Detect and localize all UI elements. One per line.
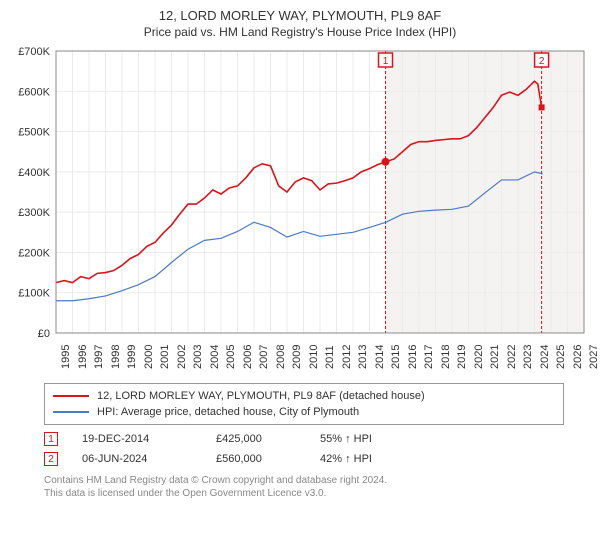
x-tick-label: 2004 bbox=[209, 345, 221, 369]
x-tick-label: 2015 bbox=[390, 345, 402, 369]
x-tick-label: 1999 bbox=[126, 345, 138, 369]
footer-line-1: Contains HM Land Registry data © Crown c… bbox=[44, 475, 592, 488]
svg-text:£700K: £700K bbox=[18, 46, 50, 58]
svg-text:£0: £0 bbox=[38, 328, 50, 340]
data-point-marker: 1 bbox=[44, 432, 58, 446]
svg-text:1: 1 bbox=[383, 56, 389, 67]
svg-text:£600K: £600K bbox=[18, 86, 50, 98]
footer-line-2: This data is licensed under the Open Gov… bbox=[44, 488, 592, 501]
data-point-hpi: 55% ↑ HPI bbox=[320, 433, 410, 445]
x-tick-label: 2007 bbox=[258, 345, 270, 369]
svg-text:£200K: £200K bbox=[18, 247, 50, 259]
svg-text:2: 2 bbox=[539, 56, 545, 67]
x-tick-label: 2016 bbox=[407, 345, 419, 369]
x-tick-label: 2014 bbox=[374, 345, 386, 369]
x-tick-label: 2027 bbox=[588, 345, 600, 369]
footer-attribution: Contains HM Land Registry data © Crown c… bbox=[44, 475, 592, 500]
data-point-hpi: 42% ↑ HPI bbox=[320, 453, 410, 465]
x-tick-label: 2005 bbox=[225, 345, 237, 369]
data-point-row: 1 19-DEC-2014 £425,000 55% ↑ HPI bbox=[44, 429, 592, 449]
data-point-price: £560,000 bbox=[216, 453, 296, 465]
x-tick-label: 2006 bbox=[242, 345, 254, 369]
legend-label: 12, LORD MORLEY WAY, PLYMOUTH, PL9 8AF (… bbox=[97, 390, 425, 402]
x-tick-label: 2019 bbox=[456, 345, 468, 369]
data-point-price: £425,000 bbox=[216, 433, 296, 445]
x-tick-label: 2018 bbox=[440, 345, 452, 369]
data-point-date: 19-DEC-2014 bbox=[82, 433, 192, 445]
x-tick-label: 2009 bbox=[291, 345, 303, 369]
data-point-table: 1 19-DEC-2014 £425,000 55% ↑ HPI 2 06-JUN-202… bbox=[44, 429, 592, 469]
x-tick-label: 2012 bbox=[341, 345, 353, 369]
svg-text:£400K: £400K bbox=[18, 167, 50, 179]
legend-item: HPI: Average price, detached house, City… bbox=[53, 404, 555, 420]
x-tick-label: 2021 bbox=[489, 345, 501, 369]
svg-text:£100K: £100K bbox=[18, 288, 50, 300]
chart-container: £0£100K£200K£300K£400K£500K£600K£700K12 … bbox=[8, 45, 592, 375]
x-tick-label: 2001 bbox=[159, 345, 171, 369]
x-tick-label: 1996 bbox=[77, 345, 89, 369]
x-tick-label: 2020 bbox=[473, 345, 485, 369]
svg-text:£300K: £300K bbox=[18, 207, 50, 219]
x-tick-label: 2017 bbox=[423, 345, 435, 369]
x-tick-label: 2023 bbox=[522, 345, 534, 369]
x-tick-label: 1995 bbox=[60, 345, 72, 369]
x-tick-label: 2022 bbox=[506, 345, 518, 369]
legend-swatch bbox=[53, 395, 89, 397]
legend-item: 12, LORD MORLEY WAY, PLYMOUTH, PL9 8AF (… bbox=[53, 388, 555, 404]
x-tick-label: 2013 bbox=[357, 345, 369, 369]
x-tick-label: 1998 bbox=[110, 345, 122, 369]
legend: 12, LORD MORLEY WAY, PLYMOUTH, PL9 8AF (… bbox=[44, 383, 564, 425]
data-point-date: 06-JUN-2024 bbox=[82, 453, 192, 465]
page-subtitle: Price paid vs. HM Land Registry's House … bbox=[8, 25, 592, 39]
data-point-row: 2 06-JUN-2024 £560,000 42% ↑ HPI bbox=[44, 449, 592, 469]
x-tick-label: 2003 bbox=[192, 345, 204, 369]
data-point-marker: 2 bbox=[44, 452, 58, 466]
page-title: 12, LORD MORLEY WAY, PLYMOUTH, PL9 8AF bbox=[8, 8, 592, 23]
x-tick-label: 2011 bbox=[324, 345, 336, 369]
x-tick-label: 2002 bbox=[176, 345, 188, 369]
legend-label: HPI: Average price, detached house, City… bbox=[97, 406, 359, 418]
legend-swatch bbox=[53, 411, 89, 413]
line-chart: £0 £100K £200K £300K £400K £500K £600K £700K 1 2 bbox=[8, 45, 592, 375]
x-tick-label: 1997 bbox=[93, 345, 105, 369]
x-tick-label: 2008 bbox=[275, 345, 287, 369]
x-tick-label: 2010 bbox=[308, 345, 320, 369]
x-tick-label: 2025 bbox=[555, 345, 567, 369]
x-tick-label: 2000 bbox=[143, 345, 155, 369]
x-tick-label: 2026 bbox=[572, 345, 584, 369]
x-tick-label: 2024 bbox=[539, 345, 551, 369]
svg-text:£500K: £500K bbox=[18, 127, 50, 139]
